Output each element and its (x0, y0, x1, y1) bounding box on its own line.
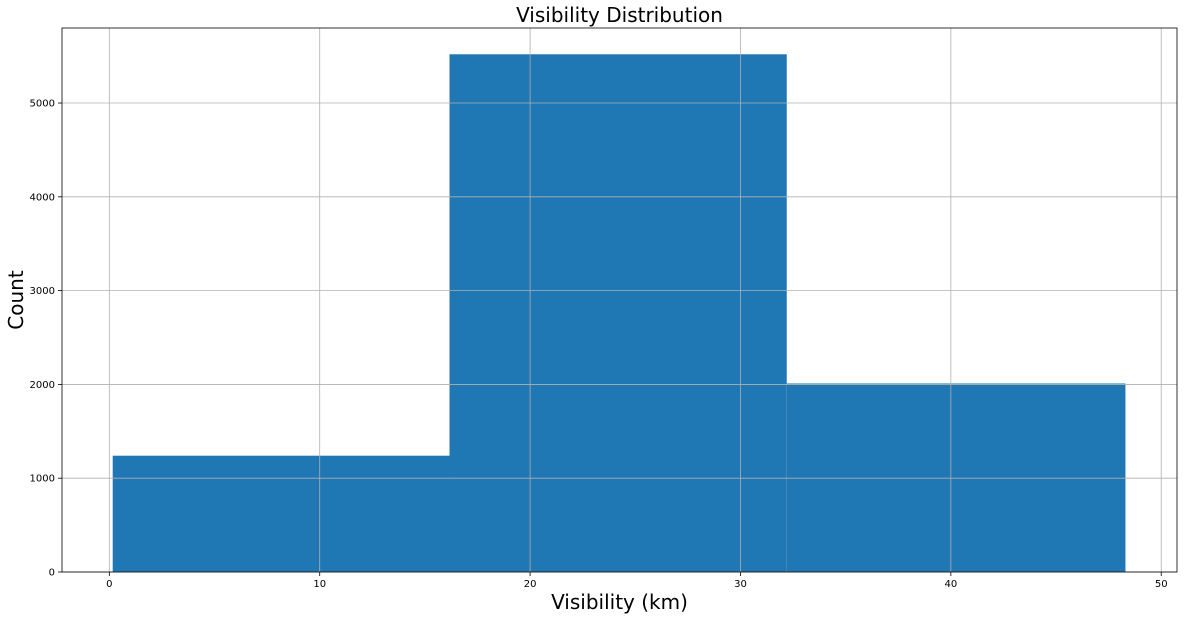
y-axis-label: Count (4, 270, 28, 330)
y-tick-label-2: 2000 (30, 380, 55, 391)
y-tick-label-4: 4000 (30, 192, 55, 203)
y-tick-label-3: 3000 (30, 286, 55, 297)
x-tick-label-5: 50 (1155, 579, 1168, 590)
chart-title: Visibility Distribution (516, 3, 723, 27)
x-axis-label: Visibility (km) (551, 590, 688, 614)
x-tick-label-4: 40 (944, 579, 957, 590)
bars-layer (112, 54, 1126, 572)
y-tick-label-0: 0 (49, 568, 55, 579)
histogram-bar-2 (449, 54, 787, 572)
x-tick-label-2: 20 (524, 579, 537, 590)
x-axis-ticks: 0 10 20 30 40 50 (106, 572, 1168, 590)
plot-frame (61, 27, 1178, 573)
y-axis-ticks: 0 1000 2000 3000 4000 5000 (30, 99, 62, 579)
y-tick-label-5: 5000 (30, 99, 55, 110)
x-tick-label-1: 10 (313, 579, 326, 590)
y-tick-label-1: 1000 (30, 474, 55, 485)
x-tick-label-3: 30 (734, 579, 747, 590)
histogram-bar-1 (112, 455, 450, 572)
x-tick-label-0: 0 (106, 579, 112, 590)
histogram-bar-3 (786, 383, 1126, 572)
